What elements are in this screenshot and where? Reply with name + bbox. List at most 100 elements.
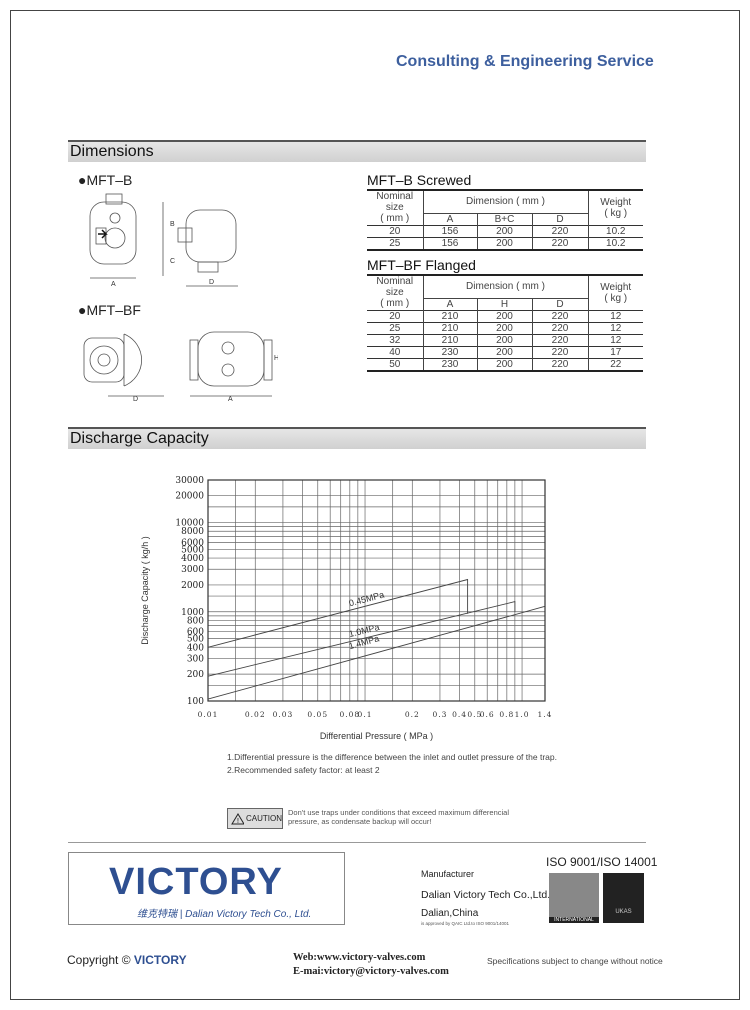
- y-tick-label: 200: [187, 670, 204, 680]
- svg-text:A: A: [228, 396, 233, 403]
- table-cell: 200: [476, 309, 532, 322]
- x-tick-label: 0.05: [307, 710, 328, 719]
- table-cell: 12: [587, 333, 643, 346]
- x-tick-label: 0.5: [467, 710, 482, 719]
- mft-b-drawing: B C A D: [89, 193, 238, 288]
- svg-text:H: H: [274, 355, 278, 362]
- y-tick-label: 600: [187, 628, 204, 638]
- table-cell: 200: [476, 333, 532, 346]
- table-cell: 200: [476, 321, 532, 334]
- svg-text:!: !: [237, 818, 239, 825]
- table-cell: 220: [531, 345, 588, 358]
- table-cell: 40: [367, 345, 423, 358]
- mft-b-label: ●MFT–B: [78, 172, 133, 188]
- table-bf-title: MFT–BF Flanged: [367, 257, 476, 273]
- y-tick-label: 3000: [181, 565, 204, 575]
- warning-icon: !: [231, 812, 244, 825]
- note-1: 1.Differential pressure is the differenc…: [227, 752, 557, 762]
- table-row: 25 156 200 220 10.2: [367, 236, 643, 251]
- table-cell: 210: [422, 321, 477, 334]
- y-tick-label: 10000: [175, 519, 204, 529]
- series-line-1.4MPa: [207, 605, 546, 700]
- table-cell: 200: [476, 345, 532, 358]
- series-line-0.45MPa: [207, 578, 469, 648]
- x-tick-label: 0.1: [358, 710, 373, 719]
- qa-badge: INTERNATIONAL: [549, 873, 599, 923]
- x-tick-label: 0.8: [499, 710, 514, 719]
- table-cell: 220: [531, 333, 588, 346]
- y-tick-label: 1000: [181, 608, 204, 618]
- plot-frame: [207, 479, 546, 702]
- x-tick-label: 0.2: [405, 710, 420, 719]
- table-cell: 12: [587, 321, 643, 334]
- y-tick-label: 30000: [175, 476, 204, 486]
- table-cell: 200: [476, 357, 532, 372]
- caution-text: Don't use traps under conditions that ex…: [288, 808, 509, 826]
- y-tick-label: 100: [187, 697, 204, 707]
- y-tick-label: 5000: [181, 545, 204, 555]
- table-mft-bf: Nominal size Dimension ( mm ) Weight( kg )…: [367, 274, 643, 372]
- header-title: Consulting & Engineering Service: [396, 53, 654, 70]
- discharge-section-title: Discharge Capacity: [68, 427, 646, 449]
- note-2: 2.Recommended safety factor: at least 2: [227, 765, 380, 775]
- table-cell: 220: [531, 357, 588, 372]
- x-tick-label: 0.03: [273, 710, 294, 719]
- x-tick-label: 1.4: [538, 710, 553, 719]
- x-tick-label: 0.6: [480, 710, 495, 719]
- company-city: Dalian,China: [421, 908, 479, 919]
- email-link[interactable]: E-mai:victory@victory-valves.com: [293, 966, 449, 977]
- table-cell: 12: [587, 309, 643, 322]
- table-row: 20 156 200 220 10.2: [367, 224, 643, 237]
- y-axis-label: Discharge Capacity ( kg/h ): [140, 536, 150, 645]
- table-row: 20 210 200 220 12: [367, 309, 643, 322]
- svg-text:A: A: [111, 281, 116, 288]
- ukas-badge: UKAS: [603, 873, 644, 923]
- table-mft-b: Nominal size Dimension ( mm ) Weight( kg )…: [367, 189, 643, 251]
- table-cell: 220: [531, 309, 588, 322]
- x-tick-label: 0.3: [432, 710, 447, 719]
- series-line-1.0MPa: [207, 601, 516, 677]
- table-row: 50 230 200 220 22: [367, 357, 643, 372]
- y-tick-label: 500: [187, 635, 204, 645]
- manufacturer-label: Manufacturer: [421, 869, 475, 879]
- notice-text: Specifications subject to change without…: [487, 956, 663, 966]
- victory-logo: VICTORY 维克特瑞 | Dalian Victory Tech Co., …: [68, 852, 345, 925]
- caution-badge: ! CAUTION: [227, 808, 283, 829]
- table-row: 25 210 200 220 12: [367, 321, 643, 334]
- table-cell: 220: [531, 321, 588, 334]
- y-tick-label: 400: [187, 643, 204, 653]
- dimensions-section-title: Dimensions: [68, 140, 646, 162]
- table-cell: 230: [422, 357, 477, 372]
- svg-text:D: D: [209, 279, 214, 286]
- table-cell: 17: [587, 345, 643, 358]
- website-link[interactable]: Web:www.victory-valves.com: [293, 952, 426, 963]
- x-tick-label: 0.01: [198, 710, 219, 719]
- table-b-title: MFT–B Screwed: [367, 172, 472, 188]
- page-frame: [10, 10, 740, 1000]
- table-cell: 210: [422, 333, 477, 346]
- y-tick-label: 8000: [181, 527, 204, 537]
- table-cell: 32: [367, 333, 423, 346]
- svg-text:B: B: [170, 221, 175, 228]
- svg-text:C: C: [170, 258, 175, 265]
- divider: [68, 842, 646, 843]
- table-row: 32 210 200 220 12: [367, 333, 643, 346]
- iso-label: ISO 9001/ISO 14001: [546, 855, 658, 869]
- table-cell: 50: [367, 357, 423, 372]
- x-tick-label: 0.02: [245, 710, 266, 719]
- table-cell: 22: [587, 357, 643, 372]
- y-tick-label: 4000: [181, 554, 204, 564]
- y-tick-label: 6000: [181, 538, 204, 548]
- table-row: 40 230 200 220 17: [367, 345, 643, 358]
- x-tick-label: 0.4: [452, 710, 467, 719]
- table-cell: 20: [367, 309, 423, 322]
- x-tick-label: 1.0: [515, 710, 530, 719]
- y-tick-label: 2000: [181, 581, 204, 591]
- company-name: Dalian Victory Tech Co.,Ltd.: [421, 889, 551, 901]
- y-tick-label: 300: [187, 654, 204, 664]
- mft-bf-drawing: D A H: [83, 331, 278, 403]
- table-cell: 25: [367, 321, 423, 334]
- x-axis-label: Differential Pressure ( MPa ): [320, 731, 433, 741]
- approval-text: is approved by QAIC Ltd.to ISO 9001/1400…: [421, 921, 510, 926]
